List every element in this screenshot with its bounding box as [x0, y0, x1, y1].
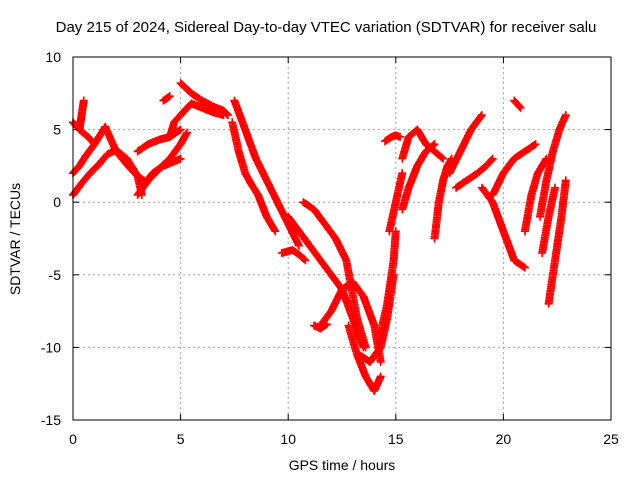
x-axis-title: GPS time / hours [289, 457, 396, 473]
series-track-29 [488, 140, 540, 199]
data-point-markers [445, 111, 486, 178]
series-track-33 [544, 176, 570, 308]
series-track-32 [536, 111, 570, 221]
series-track-2 [69, 145, 146, 199]
y-tick-label: 5 [53, 122, 61, 138]
series-track-31 [520, 154, 551, 236]
data-point-markers [544, 176, 570, 308]
chart-title: Day 215 of 2024, Sidereal Day-to-day VTE… [56, 19, 597, 36]
x-tick-label: 10 [280, 431, 296, 447]
x-tick-labels: 0 5 10 15 20 25 [69, 431, 619, 447]
data-point-markers [277, 246, 310, 265]
data-point-markers [69, 145, 146, 199]
series-track-22 [381, 131, 405, 146]
data-point-markers [488, 140, 540, 199]
data-point-markers [477, 183, 529, 272]
x-tick-label: 15 [388, 431, 404, 447]
grid [73, 57, 611, 420]
series-track-30 [510, 96, 525, 112]
series-track-21 [385, 169, 407, 236]
series-track-34 [538, 183, 560, 257]
data-point-markers [538, 183, 560, 257]
series-track-28 [477, 183, 529, 272]
data-point-markers [510, 96, 525, 112]
data-point-markers [137, 154, 185, 192]
x-tick-label: 5 [177, 431, 185, 447]
series-track-14 [299, 198, 370, 352]
data-point-markers [385, 169, 407, 236]
data-point-markers [452, 154, 497, 192]
series-track-12 [228, 118, 280, 236]
data-point-markers [536, 111, 570, 221]
series-track-24 [398, 140, 439, 214]
y-tick-label: -15 [41, 412, 61, 428]
x-tick-label: 20 [496, 431, 512, 447]
data-point-markers [430, 154, 456, 243]
series-track-15 [277, 246, 310, 265]
x-tick-label: 0 [69, 431, 77, 447]
axis-ticks [72, 56, 612, 421]
series-track-25 [430, 154, 456, 243]
series-track-20 [376, 227, 400, 337]
series-track-11 [230, 96, 303, 250]
series-track-8 [176, 79, 232, 120]
data-point-markers [228, 118, 280, 236]
y-tick-label: 10 [45, 49, 61, 65]
series-track-9 [165, 99, 228, 141]
data-point-markers [176, 79, 232, 120]
data-point-markers [159, 92, 174, 105]
data-point-markers [381, 131, 405, 146]
data-point-markers [520, 154, 551, 236]
y-tick-label: -5 [49, 267, 62, 283]
y-axis-title: SDTVAR / TECUs [7, 183, 23, 295]
plot-frame [72, 56, 612, 421]
data-point-markers [230, 96, 303, 250]
data-point-markers [165, 99, 228, 141]
data-point-markers [398, 140, 439, 214]
series-track-26 [445, 111, 486, 178]
data-point-markers [299, 198, 370, 352]
series-track-27 [452, 154, 497, 192]
y-tick-label: 0 [53, 194, 61, 210]
plot-marks [69, 79, 570, 395]
series-track-10 [159, 92, 174, 105]
series-track-7 [137, 154, 185, 192]
y-tick-label: -10 [41, 339, 61, 355]
data-point-markers [376, 227, 400, 337]
x-tick-label: 25 [603, 431, 619, 447]
y-tick-labels: -15 -10 -5 0 5 10 [41, 49, 61, 428]
